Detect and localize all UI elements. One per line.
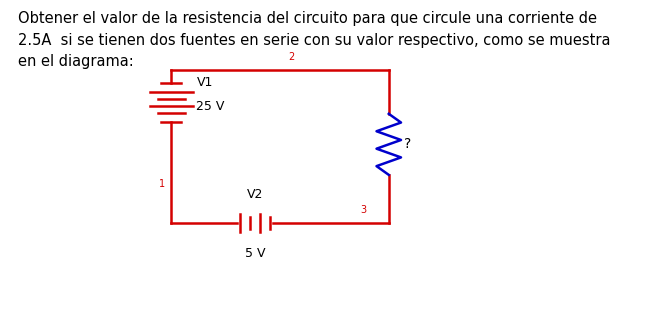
Text: ?: ? [405, 137, 412, 151]
Text: V2: V2 [247, 188, 263, 201]
Text: 1: 1 [159, 179, 164, 190]
Text: 5 V: 5 V [245, 247, 265, 260]
Text: Obtener el valor de la resistencia del circuito para que circule una corriente d: Obtener el valor de la resistencia del c… [18, 11, 611, 69]
Text: 25 V: 25 V [197, 100, 225, 113]
Text: 3: 3 [361, 205, 367, 215]
Text: 2: 2 [288, 52, 294, 63]
Text: V1: V1 [197, 76, 213, 89]
